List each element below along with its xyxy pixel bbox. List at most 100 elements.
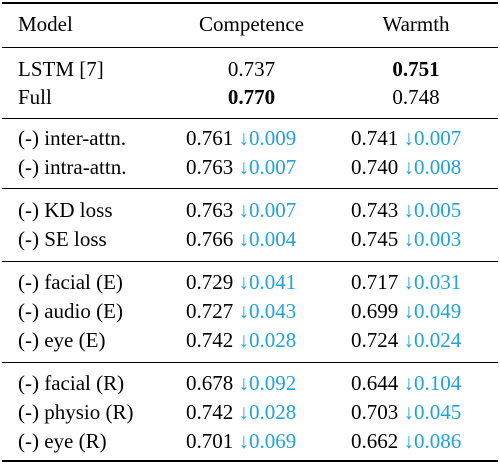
competence-delta: ↓0.007 [238, 198, 297, 222]
table-row: (-) SE loss 0.766 ↓0.004 0.745 ↓0.003 [0, 225, 500, 254]
baseline-row-lstm: LSTM [7] 0.737 0.751 [0, 55, 500, 84]
warmth-value: 0.699 [351, 299, 399, 323]
group-rule [2, 188, 498, 189]
row-model: (-) inter-attn. [18, 126, 127, 150]
competence-delta: ↓0.028 [238, 328, 297, 352]
top-rule [2, 2, 498, 4]
row-model: (-) audio (E) [18, 299, 123, 323]
competence-delta: ↓0.004 [238, 227, 297, 251]
competence-value: 0.727 [186, 299, 234, 323]
warmth-value-best: 0.751 [392, 57, 440, 81]
warmth-value: 0.662 [351, 429, 399, 453]
warmth-cell: 0.644 ↓0.104 [351, 369, 461, 398]
warmth-delta: ↓0.007 [403, 126, 462, 150]
warmth-delta: ↓0.086 [403, 429, 462, 453]
table-row: (-) intra-attn. 0.763 ↓0.007 0.740 ↓0.00… [0, 153, 500, 182]
row-model: (-) KD loss [18, 198, 113, 222]
header-model: Model [18, 12, 73, 36]
warmth-delta: ↓0.005 [403, 198, 462, 222]
warmth-delta: ↓0.008 [403, 155, 462, 179]
competence-delta: ↓0.007 [238, 155, 297, 179]
warmth-delta: ↓0.031 [403, 270, 462, 294]
row-model: (-) physio (R) [18, 400, 134, 424]
baseline-row-full: Full 0.770 0.748 [0, 83, 500, 112]
competence-value: 0.737 [227, 57, 276, 81]
competence-delta: ↓0.043 [238, 299, 297, 323]
warmth-cell: 0.717 ↓0.031 [351, 268, 461, 297]
warmth-value: 0.741 [351, 126, 399, 150]
warmth-cell: 0.741 ↓0.007 [351, 124, 461, 153]
table-row: (-) inter-attn. 0.761 ↓0.009 0.741 ↓0.00… [0, 124, 500, 153]
competence-delta: ↓0.069 [238, 429, 297, 453]
warmth-value: 0.743 [351, 198, 399, 222]
competence-delta: ↓0.028 [238, 400, 297, 424]
competence-value: 0.763 [186, 155, 234, 179]
header-warmth: Warmth [382, 12, 450, 36]
competence-cell: 0.742 ↓0.028 [186, 398, 296, 427]
competence-cell: 0.742 ↓0.028 [186, 326, 296, 355]
row-model: (-) eye (R) [18, 429, 107, 453]
warmth-delta: ↓0.045 [403, 400, 462, 424]
group-rule [2, 261, 498, 262]
competence-value-best: 0.770 [227, 85, 276, 109]
warmth-cell: 0.703 ↓0.045 [351, 398, 461, 427]
warmth-cell: 0.743 ↓0.005 [351, 196, 461, 225]
warmth-cell: 0.745 ↓0.003 [351, 225, 461, 254]
table-row: (-) eye (E) 0.742 ↓0.028 0.724 ↓0.024 [0, 326, 500, 355]
competence-delta: ↓0.009 [238, 126, 297, 150]
warmth-value: 0.717 [351, 270, 399, 294]
competence-value: 0.766 [186, 227, 234, 251]
header-row: Model Competence Warmth [0, 10, 500, 39]
warmth-value: 0.740 [351, 155, 399, 179]
competence-value: 0.763 [186, 198, 234, 222]
table-row: (-) eye (R) 0.701 ↓0.069 0.662 ↓0.086 [0, 427, 500, 456]
competence-value: 0.729 [186, 270, 234, 294]
table-row: (-) facial (E) 0.729 ↓0.041 0.717 ↓0.031 [0, 268, 500, 297]
warmth-cell: 0.724 ↓0.024 [351, 326, 461, 355]
warmth-cell: 0.740 ↓0.008 [351, 153, 461, 182]
competence-delta: ↓0.092 [238, 371, 297, 395]
warmth-value: 0.644 [351, 371, 399, 395]
competence-cell: 0.729 ↓0.041 [186, 268, 296, 297]
group-rule [2, 118, 498, 119]
row-model: (-) intra-attn. [18, 155, 127, 179]
warmth-value: 0.724 [351, 328, 399, 352]
competence-value: 0.678 [186, 371, 234, 395]
row-model: (-) facial (R) [18, 371, 125, 395]
row-model: (-) SE loss [18, 227, 107, 251]
competence-cell: 0.727 ↓0.043 [186, 297, 296, 326]
competence-cell: 0.678 ↓0.092 [186, 369, 296, 398]
competence-cell: 0.766 ↓0.004 [186, 225, 296, 254]
row-model: LSTM [7] [18, 57, 104, 81]
table-row: (-) KD loss 0.763 ↓0.007 0.743 ↓0.005 [0, 196, 500, 225]
warmth-cell: 0.662 ↓0.086 [351, 427, 461, 456]
competence-value: 0.742 [186, 328, 234, 352]
competence-delta: ↓0.041 [238, 270, 297, 294]
warmth-value: 0.745 [351, 227, 399, 251]
warmth-delta: ↓0.049 [403, 299, 462, 323]
competence-value: 0.761 [186, 126, 234, 150]
row-model: Full [18, 85, 52, 109]
competence-value: 0.742 [186, 400, 234, 424]
warmth-cell: 0.699 ↓0.049 [351, 297, 461, 326]
row-model: (-) eye (E) [18, 328, 106, 352]
competence-cell: 0.761 ↓0.009 [186, 124, 296, 153]
competence-cell: 0.763 ↓0.007 [186, 196, 296, 225]
competence-cell: 0.763 ↓0.007 [186, 153, 296, 182]
warmth-delta: ↓0.024 [403, 328, 462, 352]
header-rule [2, 47, 498, 48]
competence-value: 0.701 [186, 429, 234, 453]
table-row: (-) physio (R) 0.742 ↓0.028 0.703 ↓0.045 [0, 398, 500, 427]
warmth-delta: ↓0.003 [403, 227, 462, 251]
warmth-value: 0.748 [392, 85, 440, 109]
header-competence: Competence [199, 12, 304, 36]
table-row: (-) audio (E) 0.727 ↓0.043 0.699 ↓0.049 [0, 297, 500, 326]
warmth-delta: ↓0.104 [403, 371, 462, 395]
row-model: (-) facial (E) [18, 270, 123, 294]
bottom-rule [2, 460, 498, 462]
competence-cell: 0.701 ↓0.069 [186, 427, 296, 456]
warmth-value: 0.703 [351, 400, 399, 424]
table-row: (-) facial (R) 0.678 ↓0.092 0.644 ↓0.104 [0, 369, 500, 398]
group-rule [2, 362, 498, 363]
